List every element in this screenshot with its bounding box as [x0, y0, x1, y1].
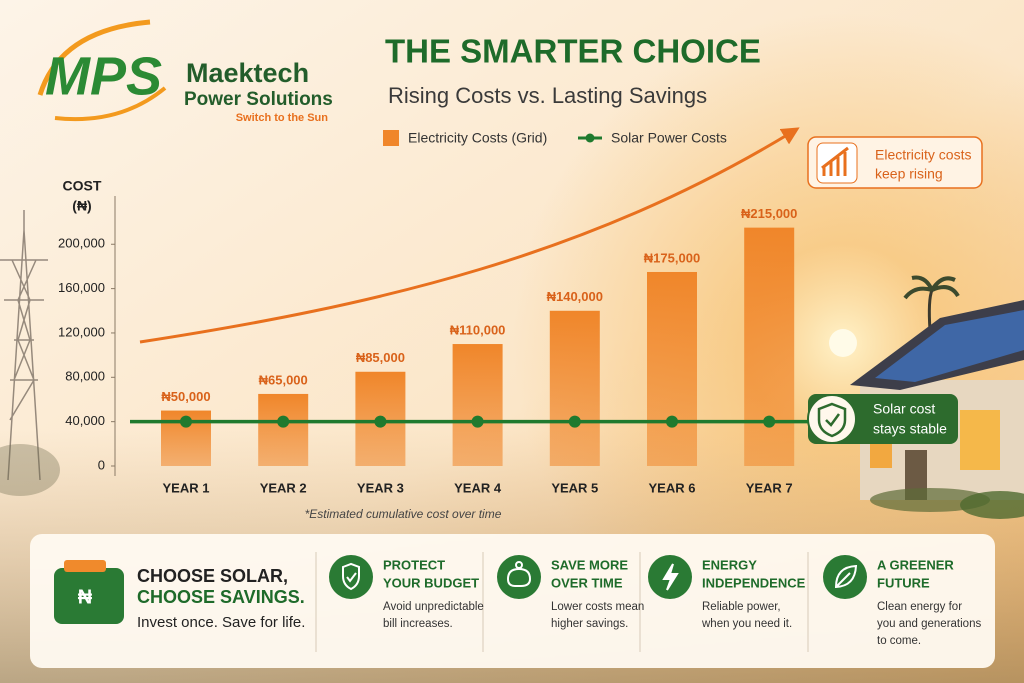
- palm-tree: [903, 275, 960, 331]
- feature-text: Reliable power,: [702, 601, 781, 613]
- feature-icon: [506, 561, 532, 587]
- feature-icon: [342, 562, 360, 591]
- logo-subname: Power Solutions: [184, 89, 333, 110]
- feature-text: Clean energy for: [877, 601, 962, 613]
- x-tick-label: YEAR 6: [649, 480, 696, 495]
- feature-text: higher savings.: [551, 618, 628, 630]
- x-tick-label: YEAR 1: [163, 480, 210, 495]
- feature-text: when you need it.: [701, 618, 792, 630]
- feature-text: to come.: [877, 635, 921, 647]
- wallet-icon: [54, 568, 124, 624]
- trend-arrow: [139, 127, 800, 344]
- feature-title: SAVE MORE: [551, 557, 628, 572]
- x-tick-label: YEAR 3: [357, 480, 404, 495]
- logo-swoosh: [54, 86, 167, 122]
- benefits-panel: [30, 534, 995, 668]
- x-tick-label: YEAR 2: [260, 480, 307, 495]
- panel-headline: CHOOSE SOLAR,: [137, 566, 288, 586]
- power-pylon: [0, 210, 48, 481]
- feature-icon: [662, 563, 679, 591]
- footnote: *Estimated cumulative cost over time: [305, 507, 502, 521]
- feature-title: YOUR BUDGET: [383, 575, 479, 590]
- value-label: ₦50,000: [161, 389, 210, 404]
- wallet-icon: [64, 560, 106, 572]
- feature-text: you and generations: [877, 618, 981, 630]
- subtitle: Rising Costs vs. Lasting Savings: [388, 83, 707, 108]
- value-label: ₦110,000: [450, 322, 506, 337]
- legend-label: Solar Power Costs: [611, 130, 727, 146]
- y-axis-title: (₦): [72, 198, 91, 214]
- house: [850, 300, 1024, 519]
- title: THE SMARTER CHOICE: [385, 33, 761, 70]
- panel-headline: CHOOSE SAVINGS.: [137, 587, 305, 607]
- y-tick-label: 80,000: [65, 369, 105, 384]
- legend-swatch: [383, 130, 399, 146]
- value-label: ₦65,000: [259, 372, 308, 387]
- legend-swatch: [585, 133, 595, 143]
- logo-mark: MPS: [45, 46, 162, 106]
- line-point: [374, 415, 387, 428]
- y-tick-label: 160,000: [58, 280, 105, 295]
- value-label: ₦85,000: [356, 350, 405, 365]
- panel-slogan: Invest once. Save for life.: [137, 614, 305, 631]
- x-tick-label: YEAR 4: [454, 480, 502, 495]
- callout-text: Solar cost: [873, 401, 935, 417]
- bar: [647, 271, 697, 466]
- bar: [258, 393, 309, 466]
- feature-title: ENERGY: [702, 557, 757, 572]
- feature-icon: [329, 555, 373, 599]
- line-point: [180, 415, 192, 428]
- icon: [817, 402, 847, 438]
- y-tick-label: 200,000: [58, 236, 105, 251]
- bar: [549, 310, 600, 466]
- feature-text: Avoid unpredictable: [383, 601, 484, 613]
- line-point: [277, 415, 290, 428]
- feature-icon: [497, 555, 541, 599]
- y-tick-label: 120,000: [58, 324, 105, 339]
- y-axis-title: COST: [63, 178, 102, 194]
- x-tick-label: YEAR 5: [551, 480, 598, 495]
- legend-label: Electricity Costs (Grid): [408, 130, 547, 146]
- icon: [821, 146, 849, 176]
- feature-icon: [834, 564, 858, 589]
- logo-swoosh: [37, 19, 151, 96]
- logo-tagline: Switch to the Sun: [236, 112, 329, 124]
- callout-text: Electricity costs: [875, 147, 971, 163]
- y-tick-label: 0: [98, 457, 105, 472]
- y-tick-label: 40,000: [65, 413, 105, 428]
- sun: [829, 329, 857, 357]
- feature-title: FUTURE: [877, 575, 930, 590]
- feature-title: PROTECT: [383, 557, 445, 572]
- line-point: [666, 415, 678, 428]
- trees: [0, 444, 60, 496]
- dividers: [315, 552, 809, 652]
- feature-text: Lower costs mean: [551, 601, 644, 613]
- value-label: ₦175,000: [644, 250, 700, 265]
- feature-title: INDEPENDENCE: [702, 575, 806, 590]
- feature-title: A GREENER: [877, 557, 954, 572]
- line-point: [568, 415, 581, 428]
- callout-text: stays stable: [873, 421, 947, 437]
- value-label: ₦140,000: [547, 289, 603, 304]
- logo-name: Maektech: [186, 58, 309, 88]
- wallet-symbol: ₦: [78, 586, 93, 608]
- line-point: [471, 415, 484, 428]
- bar: [452, 344, 503, 466]
- x-tick-label: YEAR 7: [746, 480, 793, 495]
- feature-text: bill increases.: [383, 618, 453, 630]
- line-point: [763, 415, 776, 428]
- feature-title: OVER TIME: [551, 575, 623, 590]
- bar: [744, 227, 795, 466]
- value-label: ₦215,000: [741, 206, 797, 221]
- icon: [807, 394, 857, 444]
- callout-text: keep rising: [875, 166, 943, 182]
